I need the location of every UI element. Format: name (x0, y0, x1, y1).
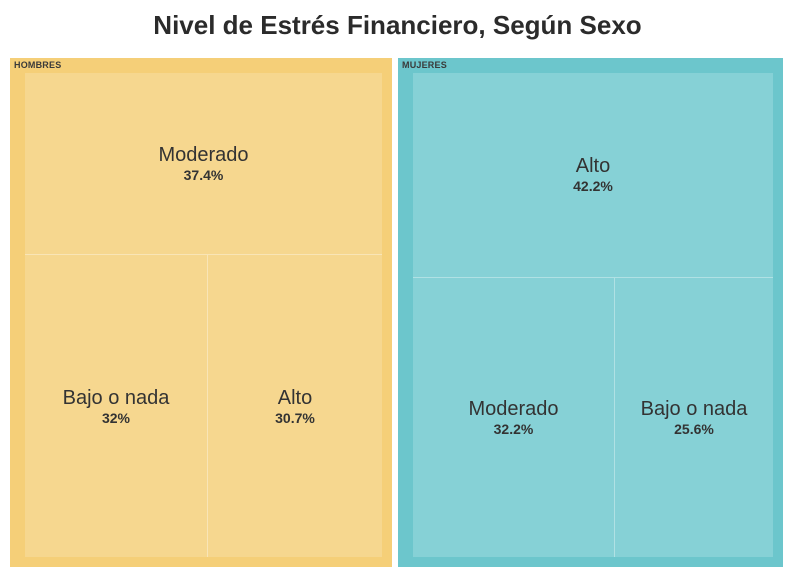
tile-text: Moderado 37.4% (25, 144, 382, 184)
tile-label: Alto (575, 155, 611, 177)
tile-text: Alto 42.2% (413, 155, 773, 195)
treemap-tile[interactable]: Moderado 37.4% (25, 73, 382, 254)
treemap-group: MUJERES Alto 42.2% Moderado 32.2% Bajo o nada… (398, 58, 783, 567)
treemap-group: HOMBRES Moderado 37.4% Bajo o nada 32% Alto 30… (10, 58, 392, 567)
treemap-tile[interactable]: Alto 30.7% (207, 254, 382, 557)
tile-text: Bajo o nada 32% (25, 387, 207, 427)
tile-label: Bajo o nada (62, 386, 170, 409)
tile-text: Alto 30.7% (208, 387, 382, 427)
tile-value: 32.2% (493, 421, 534, 437)
group-label: MUJERES (402, 60, 447, 70)
tile-label: Moderado (468, 398, 559, 420)
chart-title: Nivel de Estrés Financiero, Según Sexo (153, 10, 642, 40)
tile-text: Moderado 32.2% (413, 398, 614, 438)
treemap-tile[interactable]: Alto 42.2% (413, 73, 773, 277)
tile-label: Alto (277, 386, 313, 409)
tile-label: Moderado (158, 143, 249, 166)
group-label: HOMBRES (14, 60, 62, 70)
treemap-tile[interactable]: Moderado 32.2% (413, 277, 614, 557)
tile-value: 32% (101, 409, 131, 426)
tile-label: Bajo o nada (640, 398, 748, 420)
tile-value: 42.2% (573, 178, 613, 194)
tile-value: 30.7% (275, 409, 315, 426)
tile-value: 37.4% (183, 166, 224, 183)
tile-text: Bajo o nada 25.6% (615, 398, 773, 438)
treemap-tile[interactable]: Bajo o nada 25.6% (614, 277, 773, 557)
tile-value: 25.6% (674, 421, 714, 437)
treemap-tile[interactable]: Bajo o nada 32% (25, 254, 207, 557)
